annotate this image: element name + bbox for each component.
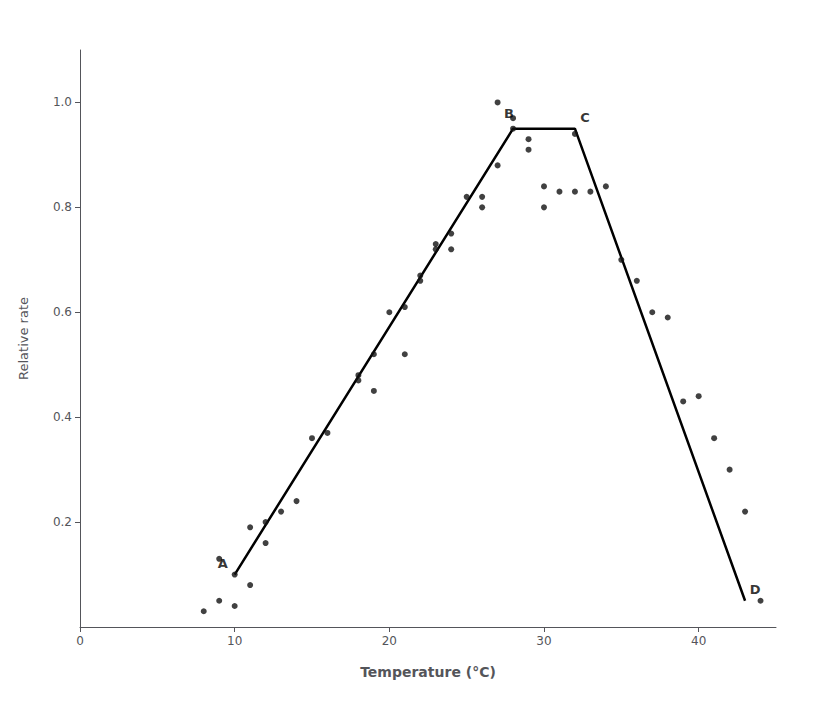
- svg-text:0.8: 0.8: [53, 200, 72, 214]
- svg-text:1.0: 1.0: [53, 95, 72, 109]
- svg-text:10: 10: [227, 634, 242, 648]
- svg-text:Relative rate: Relative rate: [16, 297, 31, 380]
- svg-text:C: C: [580, 110, 590, 125]
- svg-text:A: A: [218, 556, 228, 571]
- svg-text:0.4: 0.4: [53, 410, 72, 424]
- svg-text:0.2: 0.2: [53, 515, 72, 529]
- svg-text:0: 0: [76, 634, 84, 648]
- svg-text:0.6: 0.6: [53, 305, 72, 319]
- svg-text:Temperature (°C): Temperature (°C): [360, 664, 496, 680]
- svg-text:30: 30: [536, 634, 551, 648]
- svg-text:40: 40: [691, 634, 706, 648]
- svg-text:20: 20: [382, 634, 397, 648]
- svg-text:B: B: [504, 106, 514, 121]
- svg-text:D: D: [750, 582, 761, 597]
